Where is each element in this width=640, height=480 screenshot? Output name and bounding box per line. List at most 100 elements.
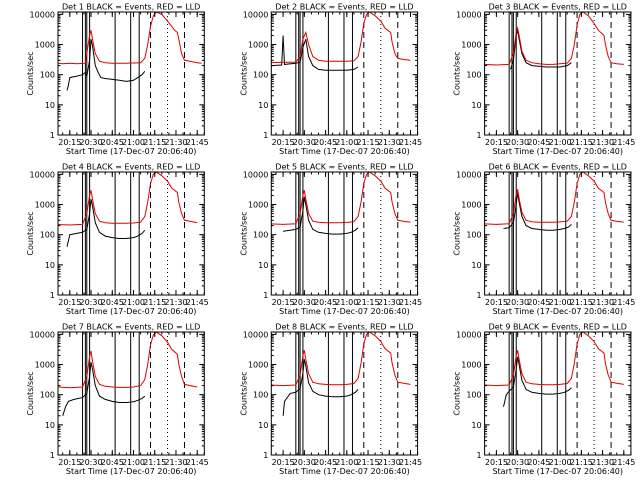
lld-series-line — [271, 12, 411, 64]
x-tick-label: 21:15 — [570, 298, 593, 307]
lld-series-line — [484, 332, 624, 387]
y-tick-label: 10 — [45, 101, 55, 110]
panel-title: Det 9 BLACK = Events, RED = LLD — [489, 323, 627, 332]
x-axis-label: Start Time (17-Dec-07 20:06:40) — [66, 467, 197, 476]
y-tick-label: 1000 — [248, 41, 268, 50]
plot-frame — [484, 11, 632, 136]
y-tick-label: 10 — [258, 421, 268, 430]
y-tick-label: 10 — [471, 261, 481, 270]
y-axis-label: Counts/sec — [453, 51, 462, 95]
x-tick-label: 20:30 — [80, 138, 103, 147]
x-axis-label: Start Time (17-Dec-07 20:06:40) — [492, 147, 623, 156]
x-tick-label: 21:45 — [186, 458, 209, 467]
x-tick-label: 21:00 — [549, 458, 572, 467]
y-tick-label: 10 — [45, 421, 55, 430]
x-tick-label: 21:15 — [357, 298, 380, 307]
series-group — [484, 172, 624, 231]
x-tick-label: 21:00 — [122, 298, 145, 307]
plot-frame — [270, 171, 419, 296]
x-tick-label: 20:45 — [101, 298, 124, 307]
lld-series-line — [58, 332, 198, 389]
series-group — [484, 12, 624, 70]
x-tick-label: 20:45 — [527, 458, 550, 467]
plot-frame — [484, 171, 632, 296]
x-tick-label: 20:45 — [101, 458, 124, 467]
detector-panel-9: 1 10 100 1000 10000 20:1520:3020:4521:0021:15… — [453, 323, 636, 477]
detector-panel-7: 1 10 100 1000 10000 20:1520:3020:4521:0021:15… — [26, 323, 209, 477]
x-tick-label: 21:45 — [612, 298, 635, 307]
y-tick-label: 1000 — [461, 361, 481, 370]
y-tick-label: 10000 — [30, 330, 55, 339]
panel-title: Det 2 BLACK = Events, RED = LLD — [275, 3, 413, 12]
x-tick-label: 20:30 — [293, 298, 316, 307]
lld-series-line — [271, 332, 411, 387]
x-tick-label: 21:30 — [164, 298, 187, 307]
y-tick-label: 10000 — [243, 10, 268, 19]
y-tick-label: 100 — [466, 391, 481, 400]
marker-lines — [508, 12, 612, 135]
y-axis-label: Counts/sec — [453, 211, 462, 255]
x-axis-label: Start Time (17-Dec-07 20:06:40) — [279, 467, 410, 476]
marker-lines — [82, 12, 185, 135]
marker-lines — [295, 332, 399, 455]
events-series-line — [66, 199, 146, 247]
panel-title: Det 8 BLACK = Events, RED = LLD — [275, 323, 413, 332]
y-tick-label: 1000 — [248, 361, 268, 370]
series-group — [271, 172, 411, 235]
y-tick-label: 10 — [471, 421, 481, 430]
x-tick-label: 21:15 — [570, 138, 593, 147]
y-tick-label: 1 — [50, 291, 55, 300]
lld-series-line — [58, 12, 202, 65]
x-tick-label: 20:15 — [58, 138, 81, 147]
x-tick-label: 20:15 — [485, 458, 508, 467]
lld-series-line — [484, 172, 624, 225]
x-tick-label: 21:30 — [164, 138, 187, 147]
series-group — [271, 12, 411, 71]
events-series-line — [282, 359, 359, 416]
x-tick-label: 20:15 — [272, 458, 295, 467]
y-tick-label: 10000 — [30, 170, 55, 179]
detector-panel-4: 1 10 100 1000 10000 20:1520:3020:4521:0021:15… — [26, 163, 209, 317]
y-tick-label: 1000 — [35, 361, 55, 370]
y-tick-label: 1 — [263, 451, 268, 460]
events-series-line — [503, 192, 572, 231]
detector-panel-2: 1 10 100 1000 10000 20:1520:3020:4521:0021:15… — [239, 3, 422, 157]
detector-panel-6: 1 10 100 1000 10000 20:1520:3020:4521:0021:15… — [453, 163, 636, 317]
y-axis-label: Counts/sec — [26, 371, 35, 415]
y-tick-label: 10 — [45, 261, 55, 270]
y-tick-label: 1 — [263, 131, 268, 140]
x-tick-label: 21:45 — [399, 298, 422, 307]
lld-series-line — [484, 12, 624, 66]
x-tick-label: 21:15 — [357, 138, 380, 147]
x-tick-label: 21:45 — [612, 138, 635, 147]
x-tick-label: 20:15 — [485, 298, 508, 307]
marker-lines — [508, 172, 612, 295]
plot-frame — [57, 171, 205, 296]
events-series-line — [271, 35, 359, 71]
plot-frame — [270, 11, 419, 136]
panel-title: Det 6 BLACK = Events, RED = LLD — [489, 163, 627, 172]
x-axis-label: Start Time (17-Dec-07 20:06:40) — [279, 307, 410, 316]
y-tick-label: 10000 — [243, 330, 268, 339]
x-tick-label: 21:45 — [399, 138, 422, 147]
x-tick-label: 20:15 — [272, 298, 295, 307]
x-tick-label: 20:45 — [314, 138, 337, 147]
x-tick-label: 20:15 — [485, 138, 508, 147]
x-axis-label: Start Time (17-Dec-07 20:06:40) — [66, 307, 197, 316]
panel-title: Det 5 BLACK = Events, RED = LLD — [275, 163, 413, 172]
events-series-line — [283, 196, 359, 235]
detector-panel-5: 1 10 100 1000 10000 20:1520:3020:4521:0021:15… — [239, 163, 422, 317]
x-tick-label: 21:00 — [122, 458, 145, 467]
x-tick-label: 20:30 — [506, 138, 529, 147]
series-group — [58, 12, 202, 91]
x-tick-label: 21:15 — [357, 458, 380, 467]
events-series-line — [510, 30, 572, 70]
y-axis-label: Counts/sec — [239, 211, 248, 255]
y-tick-label: 1 — [50, 131, 55, 140]
x-tick-label: 21:15 — [143, 458, 166, 467]
plot-frame — [57, 331, 205, 456]
x-tick-label: 20:15 — [58, 298, 81, 307]
x-tick-label: 21:45 — [399, 458, 422, 467]
x-axis-label: Start Time (17-Dec-07 20:06:40) — [492, 467, 623, 476]
